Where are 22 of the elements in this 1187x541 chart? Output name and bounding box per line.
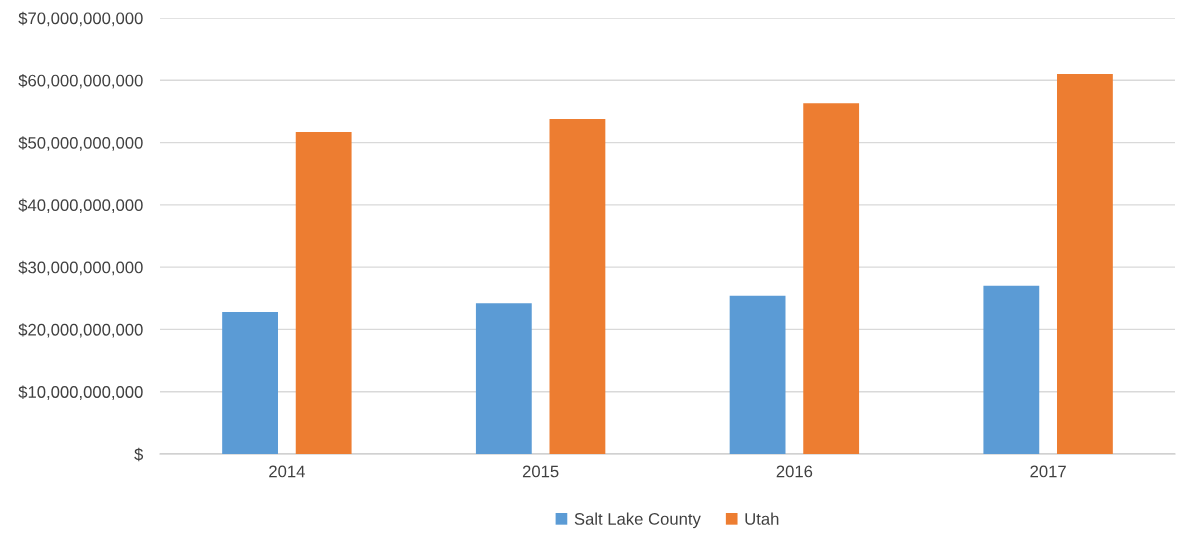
y-tick-label: $20,000,000,000 bbox=[18, 323, 143, 338]
y-tick-label: $ bbox=[134, 447, 144, 462]
y-tick-label: $50,000,000,000 bbox=[18, 136, 143, 151]
x-tick-label: 2015 bbox=[522, 465, 559, 478]
bar bbox=[983, 285, 1040, 454]
y-tick-label: $40,000,000,000 bbox=[18, 198, 143, 214]
y-tick-label: $10,000,000,000 bbox=[18, 385, 143, 400]
bar bbox=[222, 311, 278, 454]
bar bbox=[475, 303, 532, 454]
y-tick-label: $60,000,000,000 bbox=[18, 73, 143, 89]
legend-label: Salt Lake County bbox=[574, 512, 701, 529]
legend-label: Utah bbox=[745, 512, 779, 525]
y-tick-label: $30,000,000,000 bbox=[18, 260, 143, 276]
bar bbox=[729, 295, 786, 454]
y-tick-label: $70,000,000,000 bbox=[18, 11, 143, 27]
bar bbox=[295, 131, 352, 454]
x-tick-label: 2017 bbox=[1030, 465, 1066, 478]
bar bbox=[1057, 74, 1113, 454]
x-tick-label: 2014 bbox=[269, 465, 305, 478]
x-tick-label: 2016 bbox=[776, 465, 813, 478]
bar bbox=[549, 118, 606, 454]
bar bbox=[803, 103, 860, 454]
